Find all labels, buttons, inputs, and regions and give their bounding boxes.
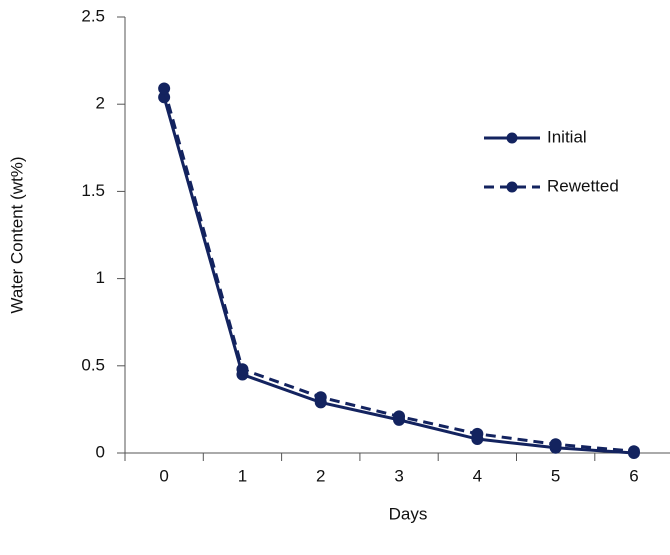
y-tick-label: 2	[96, 94, 105, 113]
legend-marker	[506, 132, 518, 144]
x-tick-label: 0	[159, 466, 168, 485]
x-tick-label: 2	[316, 466, 325, 485]
y-tick-label: 0.5	[81, 355, 105, 374]
point	[314, 391, 327, 404]
x-tick-label: 6	[629, 466, 638, 485]
x-tick-label: 1	[238, 466, 247, 485]
point	[393, 410, 406, 423]
x-tick-label: 4	[473, 466, 482, 485]
point	[549, 438, 562, 451]
point	[471, 427, 484, 440]
legend-label: Rewetted	[547, 176, 619, 195]
point	[627, 445, 640, 458]
y-tick-label: 1.5	[81, 181, 105, 200]
y-tick-label: 1	[96, 268, 105, 287]
legend-marker	[506, 181, 518, 193]
y-tick-label: 2.5	[81, 6, 105, 25]
point	[158, 82, 171, 95]
y-tick-label: 0	[96, 442, 105, 461]
x-tick-label: 5	[551, 466, 560, 485]
x-tick-label: 3	[394, 466, 403, 485]
series-line	[162, 96, 635, 455]
y-axis-label: Water Content (wt%)	[7, 156, 26, 313]
x-axis-label: Days	[389, 504, 428, 523]
legend-label: Initial	[547, 127, 587, 146]
point	[236, 363, 249, 376]
